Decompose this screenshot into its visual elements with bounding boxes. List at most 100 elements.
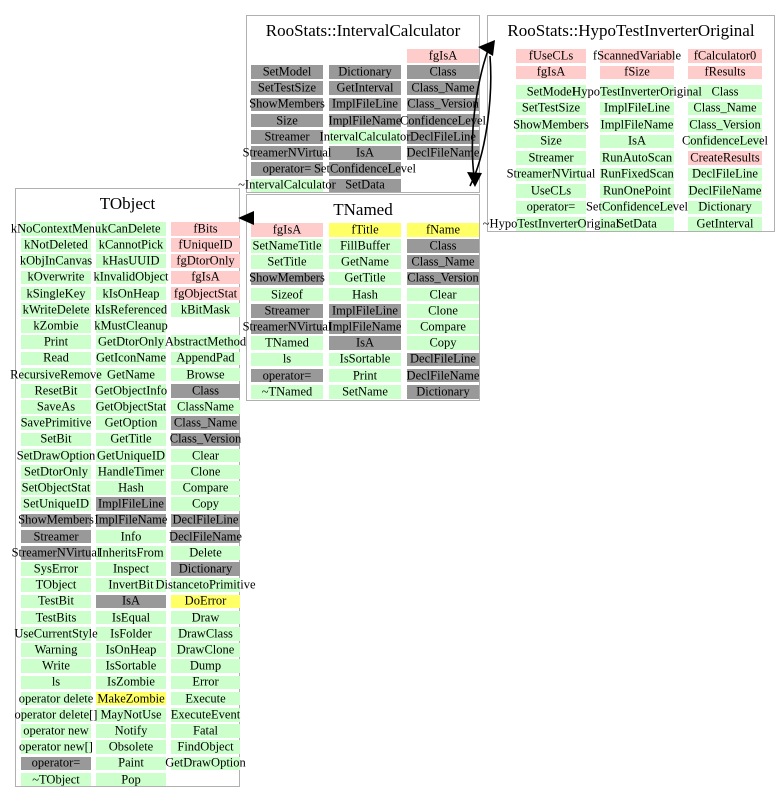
- member-cell[interactable]: ls: [21, 676, 91, 690]
- member-cell[interactable]: Size: [251, 114, 323, 128]
- member-cell[interactable]: operator delete: [19, 692, 93, 706]
- member-cell[interactable]: ClassName: [171, 400, 240, 414]
- member-cell[interactable]: StreamerNVirtual: [243, 146, 331, 160]
- member-cell[interactable]: TObject: [21, 578, 91, 592]
- member-cell[interactable]: fgDtorOnly: [171, 254, 240, 268]
- member-cell[interactable]: Class: [407, 65, 479, 79]
- member-cell[interactable]: Execute: [171, 692, 240, 706]
- member-cell[interactable]: fTitle: [329, 223, 401, 237]
- member-cell[interactable]: IsOnHeap: [96, 643, 166, 657]
- member-cell[interactable]: ImplFileLine: [329, 304, 401, 318]
- member-cell[interactable]: Class_Version: [688, 118, 762, 132]
- member-cell[interactable]: SetDtorOnly: [21, 465, 91, 479]
- member-cell[interactable]: SetUniqueID: [21, 497, 91, 511]
- member-cell[interactable]: GetName: [329, 255, 401, 269]
- member-cell[interactable]: Copy: [407, 336, 479, 350]
- member-cell[interactable]: fgIsA: [171, 271, 240, 285]
- member-cell[interactable]: kIsReferenced: [95, 303, 167, 317]
- member-cell[interactable]: DeclFileLine: [407, 130, 479, 144]
- member-cell[interactable]: DeclFileLine: [688, 167, 762, 181]
- member-cell[interactable]: Class_Name: [407, 81, 479, 95]
- member-cell[interactable]: fName: [407, 223, 479, 237]
- member-cell[interactable]: fBits: [171, 222, 240, 236]
- member-cell[interactable]: SetNameTitle: [251, 239, 323, 253]
- member-cell[interactable]: RunOnePoint: [600, 184, 674, 198]
- member-cell[interactable]: Clear: [407, 288, 479, 302]
- member-cell[interactable]: IsEqual: [96, 611, 166, 625]
- member-cell[interactable]: kZombie: [21, 319, 91, 333]
- member-cell[interactable]: RecursiveRemove: [10, 368, 102, 382]
- member-cell[interactable]: Size: [516, 134, 586, 148]
- member-cell[interactable]: ImplFileName: [329, 114, 401, 128]
- member-cell[interactable]: Class_Version: [407, 98, 479, 112]
- member-cell[interactable]: ~HypoTestInverterOriginal: [483, 217, 619, 231]
- member-cell[interactable]: AppendPad: [171, 352, 240, 366]
- member-cell[interactable]: SetConfidenceLevel: [586, 200, 688, 214]
- member-cell[interactable]: CreateResults: [688, 151, 762, 165]
- member-cell[interactable]: ShowMembers: [18, 514, 94, 528]
- member-cell[interactable]: GetObjectStat: [96, 400, 166, 414]
- member-cell[interactable]: StreamerNVirtual: [507, 167, 595, 181]
- member-cell[interactable]: IsA: [329, 146, 401, 160]
- member-cell[interactable]: MayNotUse: [96, 708, 166, 722]
- member-cell[interactable]: ImplFileLine: [96, 497, 166, 511]
- member-cell[interactable]: ImplFileLine: [600, 101, 674, 115]
- member-cell[interactable]: DistancetoPrimitive: [156, 578, 255, 592]
- member-cell[interactable]: Clear: [171, 449, 240, 463]
- member-cell[interactable]: operator=: [516, 200, 586, 214]
- member-cell[interactable]: Paint: [96, 757, 166, 771]
- member-cell[interactable]: DeclFileName: [688, 184, 762, 198]
- class-title-hypotestinverteroriginal[interactable]: RooStats::HypoTestInverterOriginal: [507, 21, 755, 40]
- member-cell[interactable]: ExecuteEvent: [171, 708, 240, 722]
- member-cell[interactable]: GetTitle: [96, 433, 166, 447]
- member-cell[interactable]: fCalculator0: [688, 49, 762, 63]
- member-cell[interactable]: Delete: [171, 546, 240, 560]
- member-cell[interactable]: ~TObject: [21, 773, 91, 787]
- member-cell[interactable]: Obsolete: [96, 740, 166, 754]
- member-cell[interactable]: SavePrimitive: [21, 416, 91, 430]
- member-cell[interactable]: Hash: [329, 288, 401, 302]
- member-cell[interactable]: Compare: [171, 481, 240, 495]
- member-cell[interactable]: IsSortable: [329, 353, 401, 367]
- member-cell[interactable]: fUseCLs: [516, 49, 586, 63]
- member-cell[interactable]: ~TNamed: [251, 385, 323, 399]
- member-cell[interactable]: DeclFileName: [169, 530, 242, 544]
- member-cell[interactable]: GetOption: [96, 416, 166, 430]
- member-cell[interactable]: ImplFileName: [95, 514, 167, 528]
- member-cell[interactable]: kSingleKey: [21, 287, 91, 301]
- member-cell[interactable]: HypoTestInverterOriginal: [572, 85, 702, 99]
- member-cell[interactable]: DeclFileName: [407, 146, 479, 160]
- member-cell[interactable]: ShowMembers: [249, 272, 325, 286]
- member-cell[interactable]: GetIconName: [96, 352, 166, 366]
- member-cell[interactable]: fResults: [688, 65, 762, 79]
- member-cell[interactable]: IsA: [329, 336, 401, 350]
- member-cell[interactable]: Sizeof: [251, 288, 323, 302]
- member-cell[interactable]: kCannotPick: [96, 238, 166, 252]
- member-cell[interactable]: kNotDeleted: [21, 238, 91, 252]
- member-cell[interactable]: Class: [171, 384, 240, 398]
- member-cell[interactable]: SetDrawOption: [17, 449, 95, 463]
- member-cell[interactable]: ~IntervalCalculator: [238, 179, 336, 193]
- member-cell[interactable]: Info: [96, 530, 166, 544]
- member-cell[interactable]: TestBit: [21, 595, 91, 609]
- member-cell[interactable]: SetConfidenceLevel: [314, 162, 416, 176]
- member-cell[interactable]: kWriteDelete: [21, 303, 91, 317]
- member-cell[interactable]: fgIsA: [516, 65, 586, 79]
- member-cell[interactable]: Class_Name: [171, 416, 240, 430]
- member-cell[interactable]: Write: [21, 659, 91, 673]
- member-cell[interactable]: operator new: [21, 724, 91, 738]
- member-cell[interactable]: FindObject: [171, 740, 240, 754]
- member-cell[interactable]: SysError: [21, 562, 91, 576]
- member-cell[interactable]: fScannedVariable: [593, 49, 681, 63]
- member-cell[interactable]: ShowMembers: [513, 118, 589, 132]
- member-cell[interactable]: Streamer: [21, 530, 91, 544]
- member-cell[interactable]: Clone: [407, 304, 479, 318]
- member-cell[interactable]: RunFixedScan: [600, 167, 674, 181]
- member-cell[interactable]: kCanDelete: [96, 222, 166, 236]
- member-cell[interactable]: kHasUUID: [96, 254, 166, 268]
- member-cell[interactable]: ResetBit: [21, 384, 91, 398]
- member-cell[interactable]: fSize: [600, 65, 674, 79]
- member-cell[interactable]: GetDrawOption: [165, 757, 246, 771]
- member-cell[interactable]: kMustCleanup: [94, 319, 168, 333]
- member-cell[interactable]: Clone: [171, 465, 240, 479]
